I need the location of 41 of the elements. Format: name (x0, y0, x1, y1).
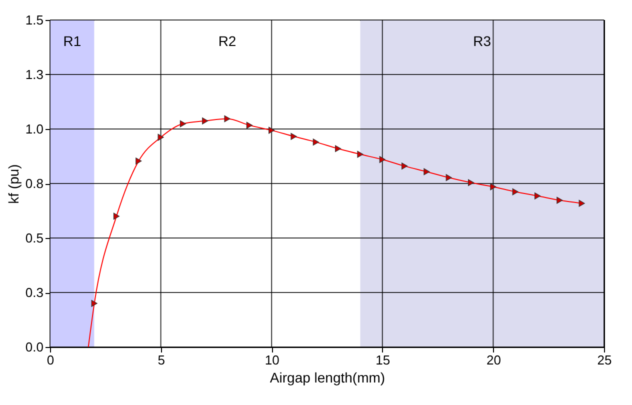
point (136, 158, 142, 165)
y-tick-label: 1.5 (25, 12, 44, 28)
point (490, 183, 496, 190)
point (202, 117, 208, 124)
point (268, 126, 275, 134)
point (468, 179, 474, 186)
point (402, 162, 408, 170)
point (556, 196, 563, 204)
point (335, 145, 342, 152)
point (246, 122, 252, 129)
point (224, 115, 230, 122)
point (312, 138, 319, 146)
point (158, 134, 164, 141)
point (379, 156, 386, 163)
point (357, 150, 364, 158)
x-tick-label: 5 (158, 352, 165, 368)
band-label: R3 (473, 33, 492, 49)
x-tick-label: 25 (597, 352, 612, 368)
point (91, 300, 98, 307)
y-tick-label: 0.5 (25, 230, 44, 246)
point (290, 132, 297, 140)
point (424, 168, 430, 176)
x-tick-label: 10 (264, 352, 280, 368)
point (180, 120, 186, 128)
y-tick-label: 0.8 (25, 176, 44, 191)
x-tick-label: 0 (46, 352, 54, 368)
y-axis-title: kf (pu) (5, 164, 22, 204)
x-tick-label: 20 (486, 352, 501, 368)
y-tick-label: 1.0 (25, 122, 44, 136)
point (113, 212, 120, 220)
point (534, 192, 541, 200)
y-tick-label: 1.3 (25, 67, 44, 82)
point (512, 188, 518, 196)
y-tick-label: 0.0 (25, 340, 44, 354)
band-label: R1 (63, 33, 82, 49)
band-label: R2 (218, 33, 236, 49)
x-axis-title: Airgap length(mm) (270, 370, 386, 386)
point (578, 200, 585, 207)
y-tick-label: 0.3 (25, 285, 44, 300)
point (446, 174, 452, 182)
x-tick-label: 15 (376, 352, 390, 368)
